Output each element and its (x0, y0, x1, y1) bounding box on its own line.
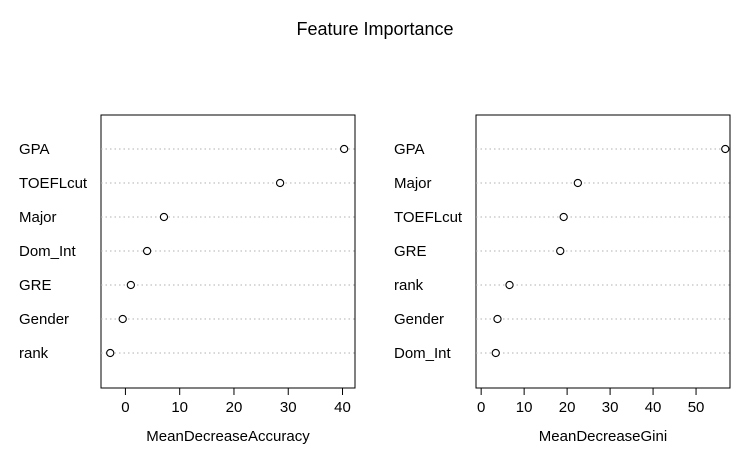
category-label: Dom_Int (19, 243, 77, 260)
data-point (159, 212, 169, 222)
category-label: GRE (19, 277, 52, 294)
x-tick-label: 50 (688, 399, 705, 416)
data-point (142, 246, 152, 256)
category-label: rank (19, 345, 49, 362)
x-tick-label: 10 (516, 399, 533, 416)
category-label: TOEFLcut (394, 209, 463, 226)
category-label: rank (394, 277, 424, 294)
data-point (491, 348, 500, 358)
data-point (126, 280, 136, 290)
x-tick-label: 0 (477, 399, 485, 416)
x-tick-label: 0 (121, 399, 129, 416)
category-label: GRE (394, 243, 427, 260)
category-label: GPA (19, 141, 50, 158)
x-tick-label: 10 (171, 399, 188, 416)
x-axis-title: MeanDecreaseAccuracy (146, 428, 310, 445)
panel-1: GPA TOEFLcut Major Dom_Int GRE Gender rank 0 10 2… (19, 114, 356, 445)
chart-title: Feature Importance (296, 19, 453, 39)
data-point (118, 314, 127, 324)
x-tick-label: 40 (334, 399, 351, 416)
x-tick-label: 20 (226, 399, 243, 416)
category-label: Dom_Int (394, 345, 452, 362)
data-point (573, 178, 583, 188)
x-tick-label: 20 (559, 399, 576, 416)
x-tick-label: 40 (645, 399, 662, 416)
data-point (275, 178, 285, 188)
category-label: GPA (394, 141, 425, 158)
x-axis-title: MeanDecreaseGini (539, 428, 667, 445)
data-point (493, 314, 502, 324)
data-point (556, 246, 565, 256)
x-tick-label: 30 (602, 399, 619, 416)
x-tick-label: 30 (280, 399, 297, 416)
data-point (339, 144, 349, 154)
category-label: Gender (394, 311, 444, 328)
panel-2: GPA Major TOEFLcut GRE rank Gender Dom_Int 0 10 2… (394, 114, 731, 445)
category-label: Major (394, 175, 432, 192)
data-point (505, 280, 514, 290)
category-label: Gender (19, 311, 69, 328)
data-point (106, 348, 115, 358)
data-point (559, 212, 568, 222)
data-point (721, 144, 730, 154)
category-label: TOEFLcut (19, 175, 88, 192)
category-label: Major (19, 209, 57, 226)
